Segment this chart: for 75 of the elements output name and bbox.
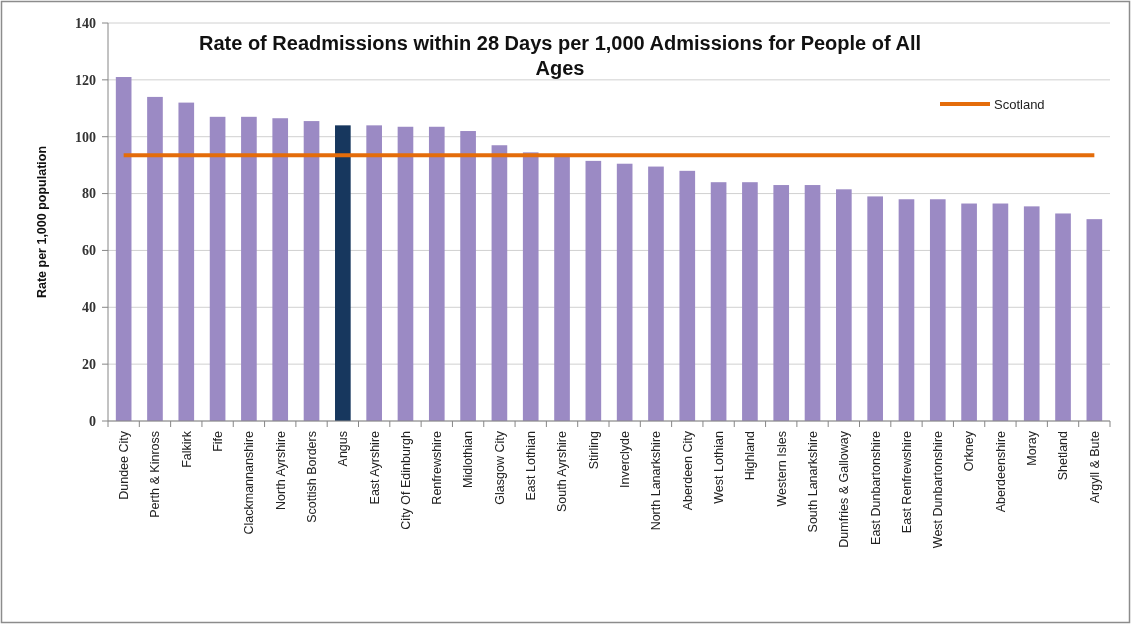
bar bbox=[1023, 206, 1040, 421]
bar bbox=[147, 96, 163, 421]
y-tick-label: 40 bbox=[82, 300, 96, 316]
bar bbox=[742, 182, 758, 421]
x-tick-label: Falkirk bbox=[179, 430, 194, 468]
x-tick-label: Glasgow City bbox=[492, 430, 507, 505]
x-tick-label: Clackmannanshire bbox=[242, 430, 257, 535]
bar bbox=[115, 77, 132, 421]
x-tick-label: East Renfrewshire bbox=[899, 430, 914, 534]
y-tick-label: 20 bbox=[82, 357, 96, 373]
y-tick-label: 0 bbox=[89, 413, 96, 429]
bar bbox=[178, 102, 195, 421]
x-tick-label: East Dunbartonshire bbox=[868, 430, 883, 545]
x-tick-label: East Lothian bbox=[524, 430, 539, 501]
bar bbox=[1086, 219, 1103, 421]
x-tick-label: Perth & Kinross bbox=[148, 431, 163, 518]
bar bbox=[648, 166, 664, 421]
bar bbox=[272, 118, 289, 421]
y-tick-label: 80 bbox=[82, 186, 96, 202]
x-tick-label: Argyll & Bute bbox=[1087, 430, 1102, 504]
x-tick-label: North Lanarkshire bbox=[649, 430, 664, 531]
bar bbox=[241, 116, 257, 421]
x-tick-label: Shetland bbox=[1056, 430, 1071, 481]
text: Rate of Readmissions within 28 Days per 1,000 Admissions for People of All Ages bbox=[198, 32, 922, 79]
x-tick-label: Angus bbox=[336, 431, 351, 467]
bar bbox=[397, 126, 414, 421]
bar bbox=[491, 145, 508, 421]
x-tick-label: Aberdeenshire bbox=[993, 430, 1008, 513]
bar bbox=[1055, 213, 1071, 421]
bar bbox=[836, 189, 852, 421]
x-tick-label: City Of Edinburgh bbox=[398, 430, 413, 530]
x-tick-label: North Ayrshire bbox=[273, 430, 288, 510]
bar bbox=[554, 156, 570, 421]
x-tick-label: Inverclyde bbox=[618, 430, 633, 488]
y-tick-label: 100 bbox=[75, 129, 96, 145]
y-tick-label: 120 bbox=[75, 72, 96, 88]
bar bbox=[585, 160, 602, 421]
bar bbox=[209, 116, 226, 421]
x-tick-label: Orkney bbox=[962, 430, 977, 472]
x-tick-label: Stirling bbox=[586, 430, 601, 470]
bar bbox=[335, 125, 351, 421]
bar bbox=[522, 152, 539, 421]
bar bbox=[366, 125, 382, 421]
bar bbox=[961, 203, 977, 421]
x-tick-label: Dumfries & Galloway bbox=[837, 430, 852, 548]
bar bbox=[992, 203, 1009, 421]
bar bbox=[616, 163, 633, 421]
legend-label: Scotland bbox=[994, 96, 1045, 112]
bar bbox=[773, 185, 790, 421]
y-tick-label: 140 bbox=[75, 15, 96, 31]
x-tick-label: South Lanarkshire bbox=[805, 430, 820, 533]
bar bbox=[898, 199, 915, 421]
x-tick-label: Highland bbox=[743, 430, 758, 481]
x-tick-label: Dundee City bbox=[117, 430, 132, 500]
x-tick-label: Renfrewshire bbox=[430, 430, 445, 505]
x-tick-label: Aberdeen City bbox=[680, 430, 695, 511]
bar bbox=[428, 126, 445, 421]
x-tick-label: Western Isles bbox=[774, 431, 789, 507]
x-tick-label: East Ayrshire bbox=[367, 430, 382, 505]
x-tick-label: South Ayrshire bbox=[555, 430, 570, 513]
y-axis-title: Rate per 1,000 population bbox=[35, 145, 50, 299]
bar bbox=[303, 121, 320, 421]
y-tick-label: 60 bbox=[82, 243, 96, 259]
bar bbox=[804, 185, 821, 421]
x-tick-label: Fife bbox=[210, 430, 225, 452]
bar bbox=[710, 182, 727, 421]
bar bbox=[929, 199, 946, 421]
x-tick-label: West Dunbartonshire bbox=[931, 430, 946, 549]
bar bbox=[460, 131, 476, 421]
x-tick-label: Moray bbox=[1025, 430, 1040, 466]
x-tick-label: West Lothian bbox=[711, 430, 726, 504]
x-tick-label: Midlothian bbox=[461, 430, 476, 488]
bar bbox=[867, 196, 883, 421]
bar bbox=[679, 170, 696, 421]
x-tick-label: Scottish Borders bbox=[304, 431, 319, 523]
